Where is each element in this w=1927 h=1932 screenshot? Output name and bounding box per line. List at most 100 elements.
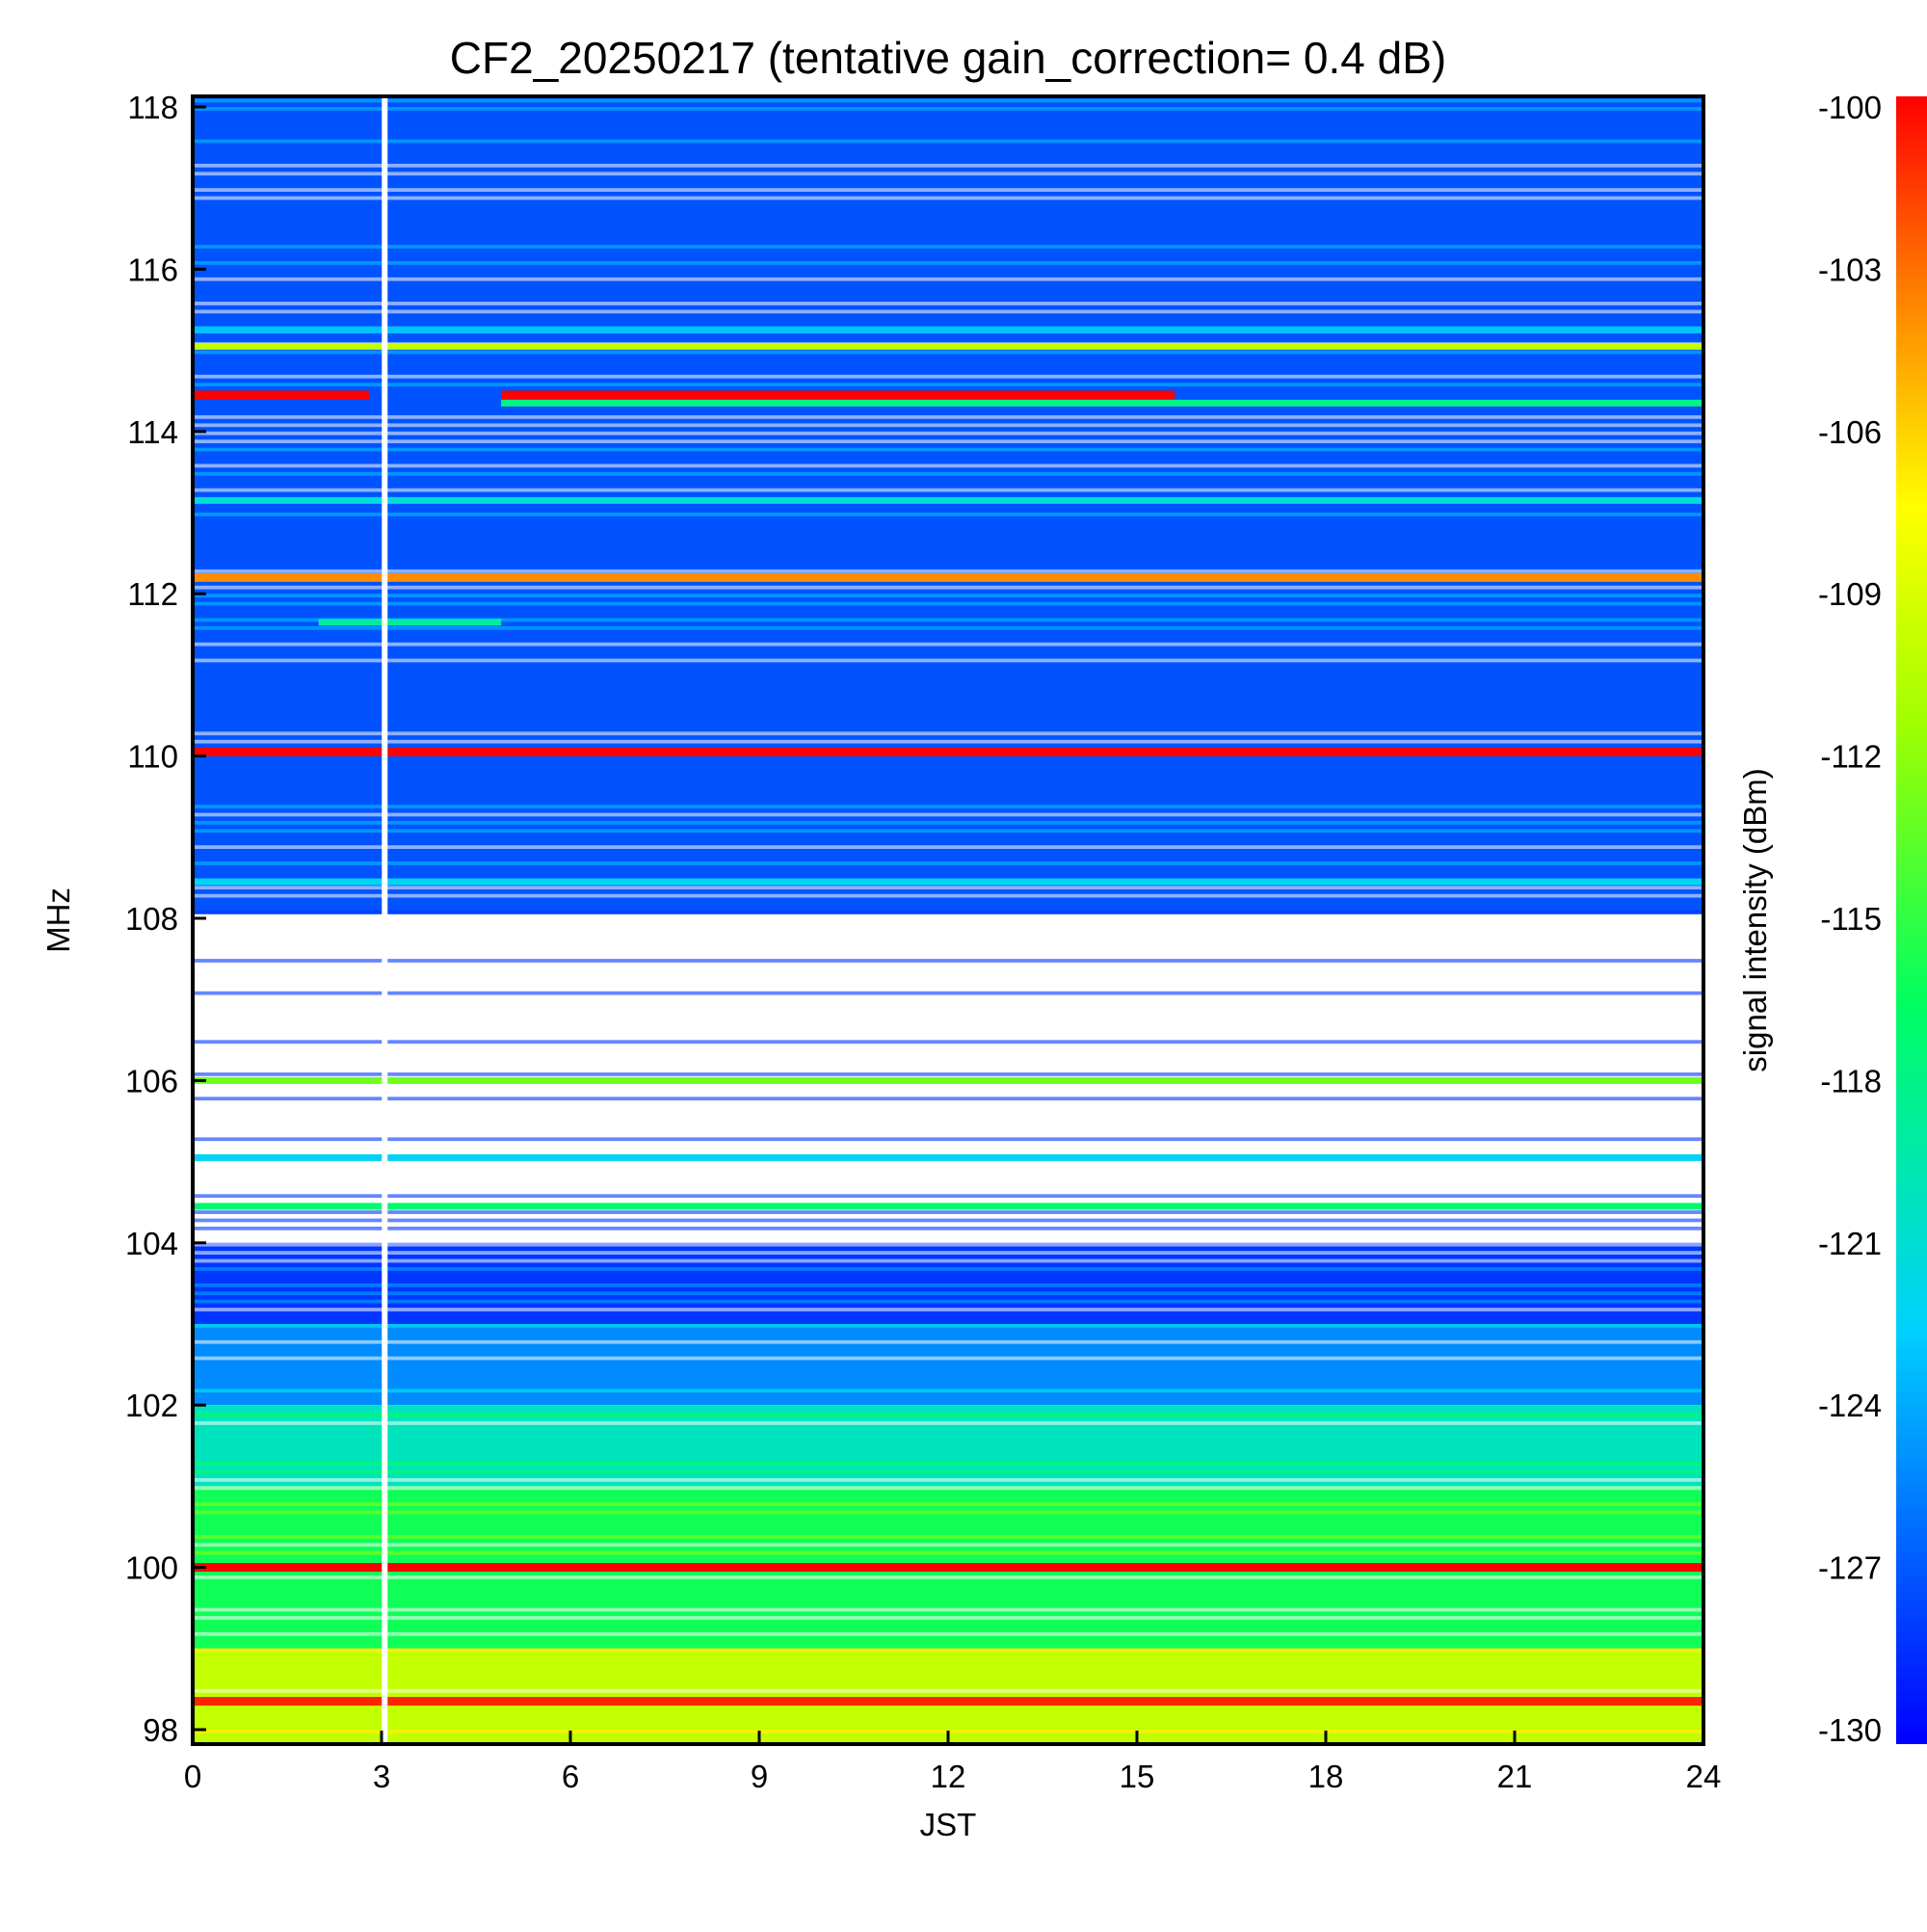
texture-stripe <box>193 1469 1703 1474</box>
medium-signal-line-7-0 <box>193 1076 1703 1084</box>
colorbar-tick-label: -130 <box>1818 1712 1882 1748</box>
texture-stripe <box>193 431 1703 436</box>
texture-stripe <box>193 910 1703 914</box>
texture-stripe <box>193 423 1703 428</box>
colorbar-tick-label: -118 <box>1820 1063 1882 1098</box>
texture-stripe <box>193 1543 1703 1548</box>
texture-stripe <box>193 163 1703 168</box>
texture-stripe <box>193 1242 1703 1247</box>
texture-stripe <box>193 383 1703 387</box>
texture-stripe <box>193 1097 1703 1101</box>
colorbar-tick-label: -100 <box>1818 90 1882 125</box>
colorbar-ticks: -100 -103 -106 -109 -112 -115 -118 -121 -124 -127… <box>1818 90 1882 1748</box>
noise-texture <box>193 98 1703 1734</box>
texture-stripe <box>193 1502 1703 1507</box>
x-axis-ticks: 0 3 6 9 12 15 18 21 24 <box>184 1731 1721 1794</box>
texture-stripe <box>193 625 1703 630</box>
texture-stripe <box>193 1210 1703 1214</box>
medium-signal-line-8-0 <box>193 1203 1703 1210</box>
texture-stripe <box>193 1194 1703 1199</box>
texture-stripe <box>193 893 1703 898</box>
colorbar-tick-label: -106 <box>1818 414 1882 450</box>
background-band-0 <box>193 96 1703 914</box>
texture-stripe <box>193 1258 1703 1263</box>
texture-stripe <box>193 1308 1703 1311</box>
texture-stripe <box>193 172 1703 176</box>
x-axis-label: JST <box>920 1807 977 1842</box>
texture-stripe <box>193 302 1703 305</box>
texture-stripe <box>193 1575 1703 1579</box>
texture-stripe <box>193 463 1703 468</box>
texture-stripe <box>193 374 1703 379</box>
texture-stripe <box>193 658 1703 663</box>
colorbar-tick-label: -115 <box>1820 901 1882 937</box>
texture-stripe <box>193 1339 1703 1344</box>
texture-stripe <box>193 196 1703 200</box>
texture-stripe <box>193 1607 1703 1612</box>
y-tick-label: 116 <box>127 251 178 287</box>
texture-stripe <box>193 829 1703 834</box>
texture-stripe <box>193 1616 1703 1620</box>
texture-stripe <box>193 820 1703 825</box>
y-tick-label: 98 <box>143 1712 178 1748</box>
texture-stripe <box>193 739 1703 744</box>
medium-signal-line-6-0 <box>193 1153 1703 1161</box>
texture-stripe <box>193 350 1703 355</box>
texture-stripe <box>193 1631 1703 1636</box>
texture-stripe <box>193 447 1703 452</box>
texture-stripe <box>193 1550 1703 1555</box>
texture-stripe <box>193 731 1703 736</box>
texture-stripe <box>193 1534 1703 1539</box>
texture-stripe <box>193 861 1703 865</box>
texture-stripe <box>193 618 1703 622</box>
x-tick-label: 15 <box>1120 1759 1155 1794</box>
texture-stripe <box>193 991 1703 995</box>
x-tick-label: 12 <box>931 1759 966 1794</box>
strong-signal-line-0-0 <box>193 390 369 400</box>
colorbar-tick-label: -121 <box>1818 1226 1882 1261</box>
texture-stripe <box>193 1218 1703 1223</box>
texture-stripe <box>193 1137 1703 1142</box>
texture-stripe <box>193 1226 1703 1231</box>
texture-stripe <box>193 1299 1703 1304</box>
y-tick-label: 118 <box>127 90 178 125</box>
plot-area <box>193 96 1703 1744</box>
strong-signal-line-0-1 <box>501 390 1175 400</box>
colorbar-tick-label: -127 <box>1818 1550 1882 1586</box>
texture-stripe <box>193 642 1703 647</box>
texture-stripe <box>193 1324 1703 1328</box>
colorbar <box>1896 96 1927 1744</box>
texture-stripe <box>193 414 1703 419</box>
texture-stripe <box>193 1356 1703 1361</box>
texture-stripe <box>193 569 1703 573</box>
texture-stripe <box>193 1477 1703 1482</box>
chart-title: CF2_20250217 (tentative gain_correction=… <box>450 33 1446 83</box>
x-tick-label: 21 <box>1497 1759 1533 1794</box>
data-gap <box>382 96 388 1744</box>
y-axis-label: MHz <box>40 887 76 953</box>
background-band-4 <box>193 1405 1703 1487</box>
y-tick-label: 100 <box>125 1550 178 1586</box>
x-tick-label: 3 <box>373 1759 390 1794</box>
strong-signal-line-4-0 <box>193 1697 1703 1707</box>
texture-stripe <box>193 585 1703 590</box>
strong-signal-line-3-0 <box>193 1563 1703 1573</box>
texture-stripe <box>193 1251 1703 1256</box>
medium-signal-line-4-0 <box>318 619 502 626</box>
texture-stripe <box>193 1688 1703 1693</box>
medium-signal-line-2-0 <box>501 399 1703 407</box>
medium-signal-line-5-0 <box>193 878 1703 886</box>
colorbar-tick-label: -103 <box>1818 251 1882 287</box>
background-bands <box>193 96 1703 1744</box>
texture-stripe <box>193 488 1703 492</box>
texture-stripe <box>193 1462 1703 1466</box>
signal-lines <box>193 327 1703 1707</box>
medium-signal-line-0-0 <box>193 327 1703 334</box>
texture-stripe <box>193 309 1703 314</box>
colorbar-tick-label: -112 <box>1820 739 1882 775</box>
colorbar-tick-label: -109 <box>1818 576 1882 612</box>
texture-stripe <box>193 886 1703 890</box>
texture-stripe <box>193 1648 1703 1653</box>
